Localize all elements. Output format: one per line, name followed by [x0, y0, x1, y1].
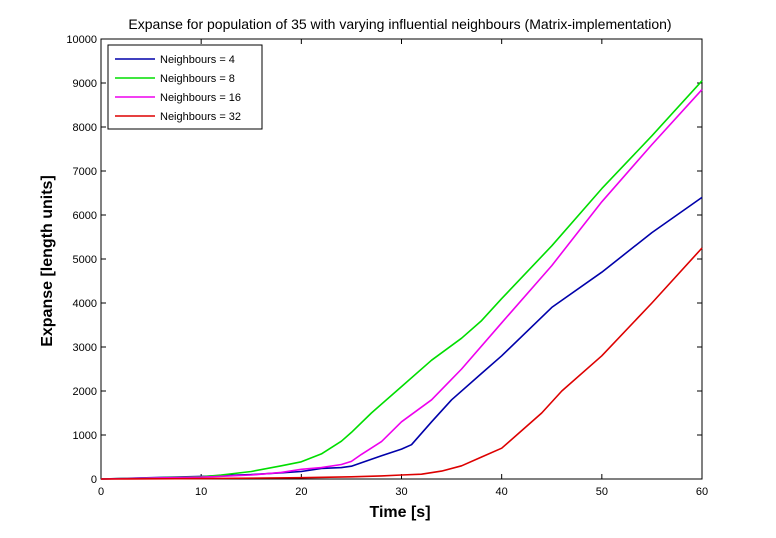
y-tick-label: 6000: [73, 210, 97, 222]
y-tick-label: 5000: [73, 254, 97, 266]
y-tick-label: 2000: [73, 386, 97, 398]
x-axis-ticks: 0 10 20 30 40 50 60: [98, 39, 708, 498]
legend: Neighbours = 4 Neighbours = 8 Neighbours =…: [107, 44, 263, 130]
y-tick-label: 8000: [73, 122, 97, 134]
chart-title: Expanse for population of 35 with varyin…: [128, 16, 671, 32]
y-tick-label: 10000: [66, 34, 97, 46]
x-tick-label: 10: [195, 486, 207, 498]
y-tick-label: 4000: [73, 298, 97, 310]
y-tick-label: 9000: [73, 78, 97, 90]
x-tick-label: 0: [98, 486, 104, 498]
legend-label-1: Neighbours = 4: [160, 54, 235, 66]
x-axis-label: Time [s]: [369, 504, 430, 521]
series-line-2: [100, 80, 703, 480]
x-tick-label: 60: [696, 486, 708, 498]
x-tick-label: 50: [596, 486, 608, 498]
y-axis-ticks: 0 1000 2000 3000 4000 5000 6000 7000 8000 9000 100…: [66, 34, 702, 486]
y-tick-label: 7000: [73, 166, 97, 178]
x-tick-label: 30: [395, 486, 407, 498]
y-tick-label: 3000: [73, 342, 97, 354]
y-axis-label: Expanse [length units]: [39, 175, 56, 347]
series-line-3: [100, 89, 703, 480]
y-tick-label: 1000: [73, 430, 97, 442]
legend-label-2: Neighbours = 8: [160, 73, 235, 85]
series-line-4: [100, 247, 703, 480]
x-tick-label: 20: [295, 486, 307, 498]
series-lines: [100, 80, 703, 480]
y-tick-label: 0: [91, 474, 97, 486]
x-tick-label: 40: [496, 486, 508, 498]
legend-label-3: Neighbours = 16: [160, 92, 241, 104]
legend-label-4: Neighbours = 32: [160, 111, 241, 123]
